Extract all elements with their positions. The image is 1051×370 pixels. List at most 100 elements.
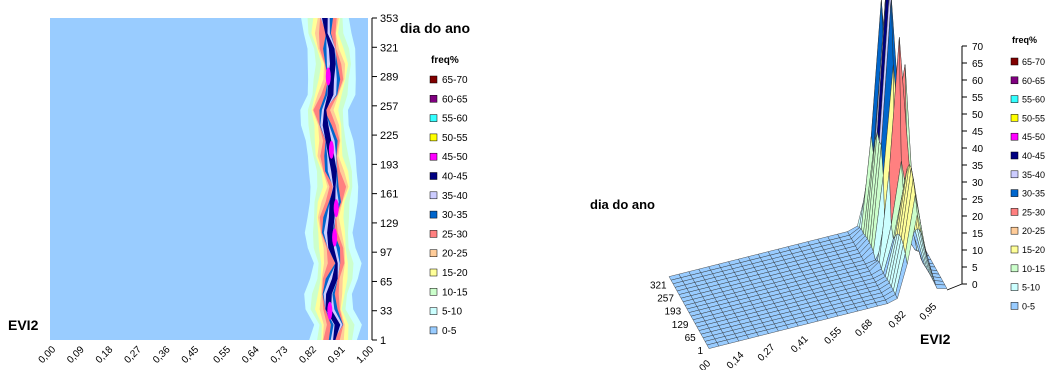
y-tick-label: 353 bbox=[380, 13, 398, 25]
x-tick-label: 0,00 bbox=[37, 344, 59, 366]
legend-swatch bbox=[429, 152, 438, 161]
surface-plot bbox=[668, 0, 948, 349]
day-tick-label: 257 bbox=[657, 294, 674, 305]
x-tick-label: 0,73 bbox=[269, 344, 291, 366]
z-tick-label: 55 bbox=[972, 93, 984, 104]
legend-swatch bbox=[1010, 283, 1019, 291]
x-tick-label: 0,27 bbox=[122, 344, 144, 366]
legend-swatch bbox=[1010, 95, 1019, 103]
contour-hotspot bbox=[333, 199, 339, 218]
legend-swatch bbox=[1010, 302, 1019, 310]
y-tick-label: 321 bbox=[380, 42, 398, 54]
y-tick-label: 161 bbox=[380, 189, 398, 201]
x-tick-label: 0,45 bbox=[180, 344, 202, 366]
contour-hotspot bbox=[332, 228, 338, 247]
legend-swatch bbox=[429, 191, 438, 200]
z-tick-label: 0 bbox=[972, 280, 978, 291]
y-tick-label: 33 bbox=[380, 306, 392, 318]
legend-swatch bbox=[429, 95, 438, 103]
evi2-tick-label: 0,82 bbox=[887, 309, 909, 331]
legend-label: 5-10 bbox=[442, 307, 462, 318]
y-tick-label: 65 bbox=[380, 276, 392, 288]
legend-swatch bbox=[1010, 264, 1019, 273]
legend-label: 30-35 bbox=[1022, 189, 1045, 199]
base-edge bbox=[946, 283, 963, 291]
y-axis-title: dia do ano bbox=[400, 20, 470, 36]
day-tick-label: 129 bbox=[672, 320, 689, 331]
legend-label: 60-65 bbox=[1022, 76, 1045, 86]
legend-swatch bbox=[429, 249, 438, 257]
z-tick-label: 45 bbox=[972, 127, 984, 138]
legend-title: freq% bbox=[431, 55, 459, 66]
legend-swatch bbox=[429, 288, 438, 296]
legend-title: freq% bbox=[1012, 35, 1037, 45]
legend-label: 40-45 bbox=[442, 172, 468, 183]
legend-label: 5-10 bbox=[1022, 283, 1040, 293]
z-tick-label: 5 bbox=[972, 263, 978, 274]
x-tick-label: 0,36 bbox=[151, 344, 173, 366]
legend-label: 45-50 bbox=[1022, 132, 1045, 142]
contour-bands bbox=[300, 18, 362, 340]
contour-hotspot bbox=[327, 301, 333, 320]
legend-label: 35-40 bbox=[442, 191, 468, 202]
z-tick-label: 20 bbox=[972, 212, 984, 223]
x-tick-label: 0,55 bbox=[211, 344, 233, 366]
day-tick-label: 65 bbox=[685, 333, 697, 344]
contour-hotspot bbox=[328, 140, 334, 159]
legend-swatch bbox=[429, 307, 438, 315]
z-tick-label: 30 bbox=[972, 178, 984, 189]
legend-label: 15-20 bbox=[442, 268, 468, 279]
evi2-tick-label: 0,14 bbox=[725, 350, 747, 370]
y-axis: 353 321 289 257 225 193 161 129 97 65 33 1 bbox=[371, 13, 398, 347]
legend-label: 55-60 bbox=[442, 114, 468, 125]
legend-swatch bbox=[1010, 114, 1019, 122]
day-axis: 165 129 193 257 321 bbox=[650, 281, 703, 357]
legend-swatch bbox=[1010, 132, 1019, 141]
legend-swatch bbox=[429, 133, 438, 142]
x-tick-label: 0,18 bbox=[94, 344, 116, 366]
legend-label: 65-70 bbox=[442, 75, 468, 86]
evi2-axis-title: EVI2 bbox=[920, 331, 951, 347]
legend-swatch bbox=[1010, 208, 1019, 216]
legend-swatch bbox=[429, 230, 438, 238]
legend-swatch bbox=[1010, 170, 1019, 179]
x-axis: 0,00 0,09 0,18 0,27 0,36 0,45 0,55 0,64 0,73 0,82… bbox=[37, 344, 377, 366]
y-tick-label: 225 bbox=[380, 130, 398, 142]
y-tick-label: 97 bbox=[380, 247, 392, 259]
legend-label: 15-20 bbox=[1022, 245, 1045, 255]
legend: freq% 65-70 60-65 55-60 50-55 45-50 40-45 35-4… bbox=[429, 55, 468, 337]
evi2-tick-label: 0,55 bbox=[822, 325, 844, 347]
legend-swatch bbox=[429, 268, 438, 277]
legend-swatch bbox=[1010, 76, 1019, 85]
legend-label: 25-30 bbox=[442, 229, 468, 240]
x-tick-label: 0,82 bbox=[297, 344, 319, 366]
legend-label: 20-25 bbox=[1022, 226, 1045, 236]
legend-swatch bbox=[1010, 226, 1019, 235]
legend-label: 30-35 bbox=[442, 210, 468, 221]
legend-label: 25-30 bbox=[1022, 207, 1045, 217]
contour-band bbox=[322, 18, 341, 340]
surface-cell bbox=[934, 284, 948, 289]
day-tick-label: 1 bbox=[697, 346, 703, 357]
z-tick-label: 40 bbox=[972, 144, 984, 155]
x-tick-label: 1,00 bbox=[355, 344, 377, 366]
legend-swatch bbox=[429, 210, 438, 219]
day-tick-label: 321 bbox=[650, 281, 667, 292]
evi2-tick-label: 0,68 bbox=[853, 317, 875, 339]
z-tick-label: 60 bbox=[972, 76, 984, 87]
z-tick-label: 25 bbox=[972, 195, 984, 206]
legend-label: 10-15 bbox=[1022, 264, 1045, 274]
legend-swatch bbox=[1010, 245, 1019, 254]
y-tick-label: 1 bbox=[380, 335, 386, 347]
legend-label: 50-55 bbox=[1022, 113, 1045, 123]
x-tick-label: 0,09 bbox=[65, 344, 87, 366]
legend-swatch bbox=[1010, 189, 1019, 197]
legend-label: 55-60 bbox=[1022, 95, 1045, 105]
x-axis-title: EVI2 bbox=[8, 317, 39, 333]
legend-swatch bbox=[429, 75, 438, 84]
legend-label: 65-70 bbox=[1022, 57, 1045, 67]
day-tick-label: 193 bbox=[664, 307, 681, 318]
legend: freq% 65-70 60-65 55-60 50-55 45-50 40-45 35-4… bbox=[1010, 35, 1045, 311]
